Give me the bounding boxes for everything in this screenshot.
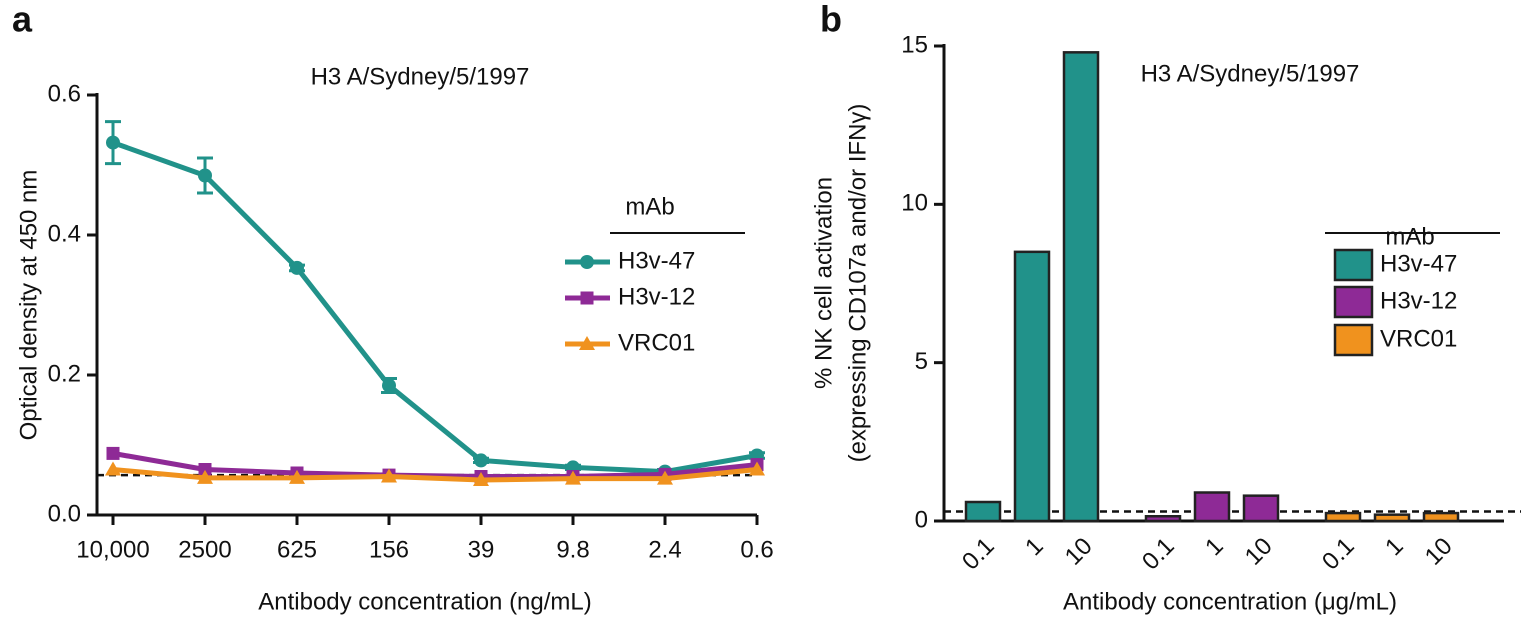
x-tick-label: 0.6 bbox=[740, 536, 773, 563]
marker bbox=[474, 453, 488, 468]
x-tick-label: 1 bbox=[1020, 533, 1049, 562]
x-tick-label: 10,000 bbox=[76, 536, 149, 563]
legend-label: H3v-12 bbox=[618, 283, 695, 310]
y-tick-label: 0 bbox=[915, 506, 928, 533]
bar bbox=[1422, 511, 1460, 523]
legend-label: H3v-47 bbox=[618, 247, 695, 274]
y-axis-label: % NK cell activation bbox=[810, 177, 837, 389]
x-tick-label: 39 bbox=[468, 536, 495, 563]
marker bbox=[473, 472, 489, 486]
x-tick-label: 625 bbox=[277, 536, 317, 563]
marker bbox=[289, 469, 305, 484]
x-tick-label: 10 bbox=[1420, 533, 1458, 571]
y-tick-label: 0.2 bbox=[48, 360, 81, 387]
x-axis-label: Antibody concentration (ng/mL) bbox=[258, 588, 592, 615]
y-tick-label: 10 bbox=[901, 190, 928, 217]
marker bbox=[198, 463, 212, 476]
marker bbox=[381, 468, 397, 483]
bar bbox=[1013, 250, 1051, 523]
bar bbox=[1373, 513, 1411, 523]
legend-label: H3v-12 bbox=[1380, 287, 1457, 314]
x-tick-label: 9.8 bbox=[556, 536, 589, 563]
legend-label: H3v-47 bbox=[1380, 250, 1457, 277]
bar bbox=[1062, 51, 1100, 523]
legend-title: mAb bbox=[625, 193, 674, 220]
marker bbox=[580, 291, 594, 305]
marker bbox=[197, 469, 213, 484]
legend-label: VRC01 bbox=[1380, 325, 1457, 352]
bar bbox=[1144, 515, 1182, 523]
bar bbox=[1242, 494, 1280, 523]
y-tick-label: 5 bbox=[915, 348, 928, 375]
bar bbox=[964, 500, 1002, 523]
x-tick-label: 0.1 bbox=[957, 533, 1000, 576]
legend-swatch bbox=[1333, 285, 1374, 319]
x-tick-label: 1 bbox=[1380, 533, 1409, 562]
series-line bbox=[112, 467, 758, 483]
marker bbox=[382, 378, 396, 393]
x-tick-label: 0.1 bbox=[1137, 533, 1180, 576]
legend-swatch bbox=[1333, 323, 1374, 357]
y-tick-label: 15 bbox=[901, 31, 928, 58]
panel-label: a bbox=[12, 0, 33, 40]
x-tick-label: 1 bbox=[1200, 533, 1229, 562]
x-tick-label: 2.4 bbox=[648, 536, 681, 563]
y-axis-label: (expressing CD107a and/or IFNγ) bbox=[844, 104, 871, 463]
y-tick-label: 0.0 bbox=[48, 500, 81, 527]
y-tick-label: 0.4 bbox=[48, 220, 81, 247]
marker bbox=[105, 461, 121, 476]
marker bbox=[565, 470, 581, 485]
legend-title: mAb bbox=[1385, 223, 1434, 250]
marker bbox=[579, 336, 595, 350]
x-tick-label: 2500 bbox=[178, 536, 231, 563]
marker bbox=[198, 168, 212, 183]
x-axis-label: Antibody concentration (μg/mL) bbox=[1063, 588, 1397, 615]
legend-swatch bbox=[1333, 248, 1374, 282]
marker bbox=[749, 461, 765, 476]
series-line bbox=[112, 140, 758, 475]
marker bbox=[106, 135, 120, 150]
y-tick-label: 0.6 bbox=[48, 80, 81, 107]
panel-label: b bbox=[820, 0, 842, 40]
x-tick-label: 156 bbox=[369, 536, 409, 563]
marker bbox=[657, 470, 673, 485]
x-tick-label: 0.1 bbox=[1317, 533, 1360, 576]
x-tick-label: 10 bbox=[1060, 533, 1098, 571]
y-axis-label: Optical density at 450 nm bbox=[15, 170, 42, 441]
x-tick-label: 10 bbox=[1240, 533, 1278, 571]
marker bbox=[580, 255, 594, 269]
legend-label: VRC01 bbox=[618, 329, 695, 356]
chart-title: H3 A/Sydney/5/1997 bbox=[1141, 60, 1360, 87]
bar bbox=[1324, 511, 1362, 523]
marker bbox=[106, 446, 120, 460]
chart-title: H3 A/Sydney/5/1997 bbox=[311, 63, 530, 90]
bar bbox=[1193, 491, 1231, 523]
marker bbox=[290, 260, 304, 275]
